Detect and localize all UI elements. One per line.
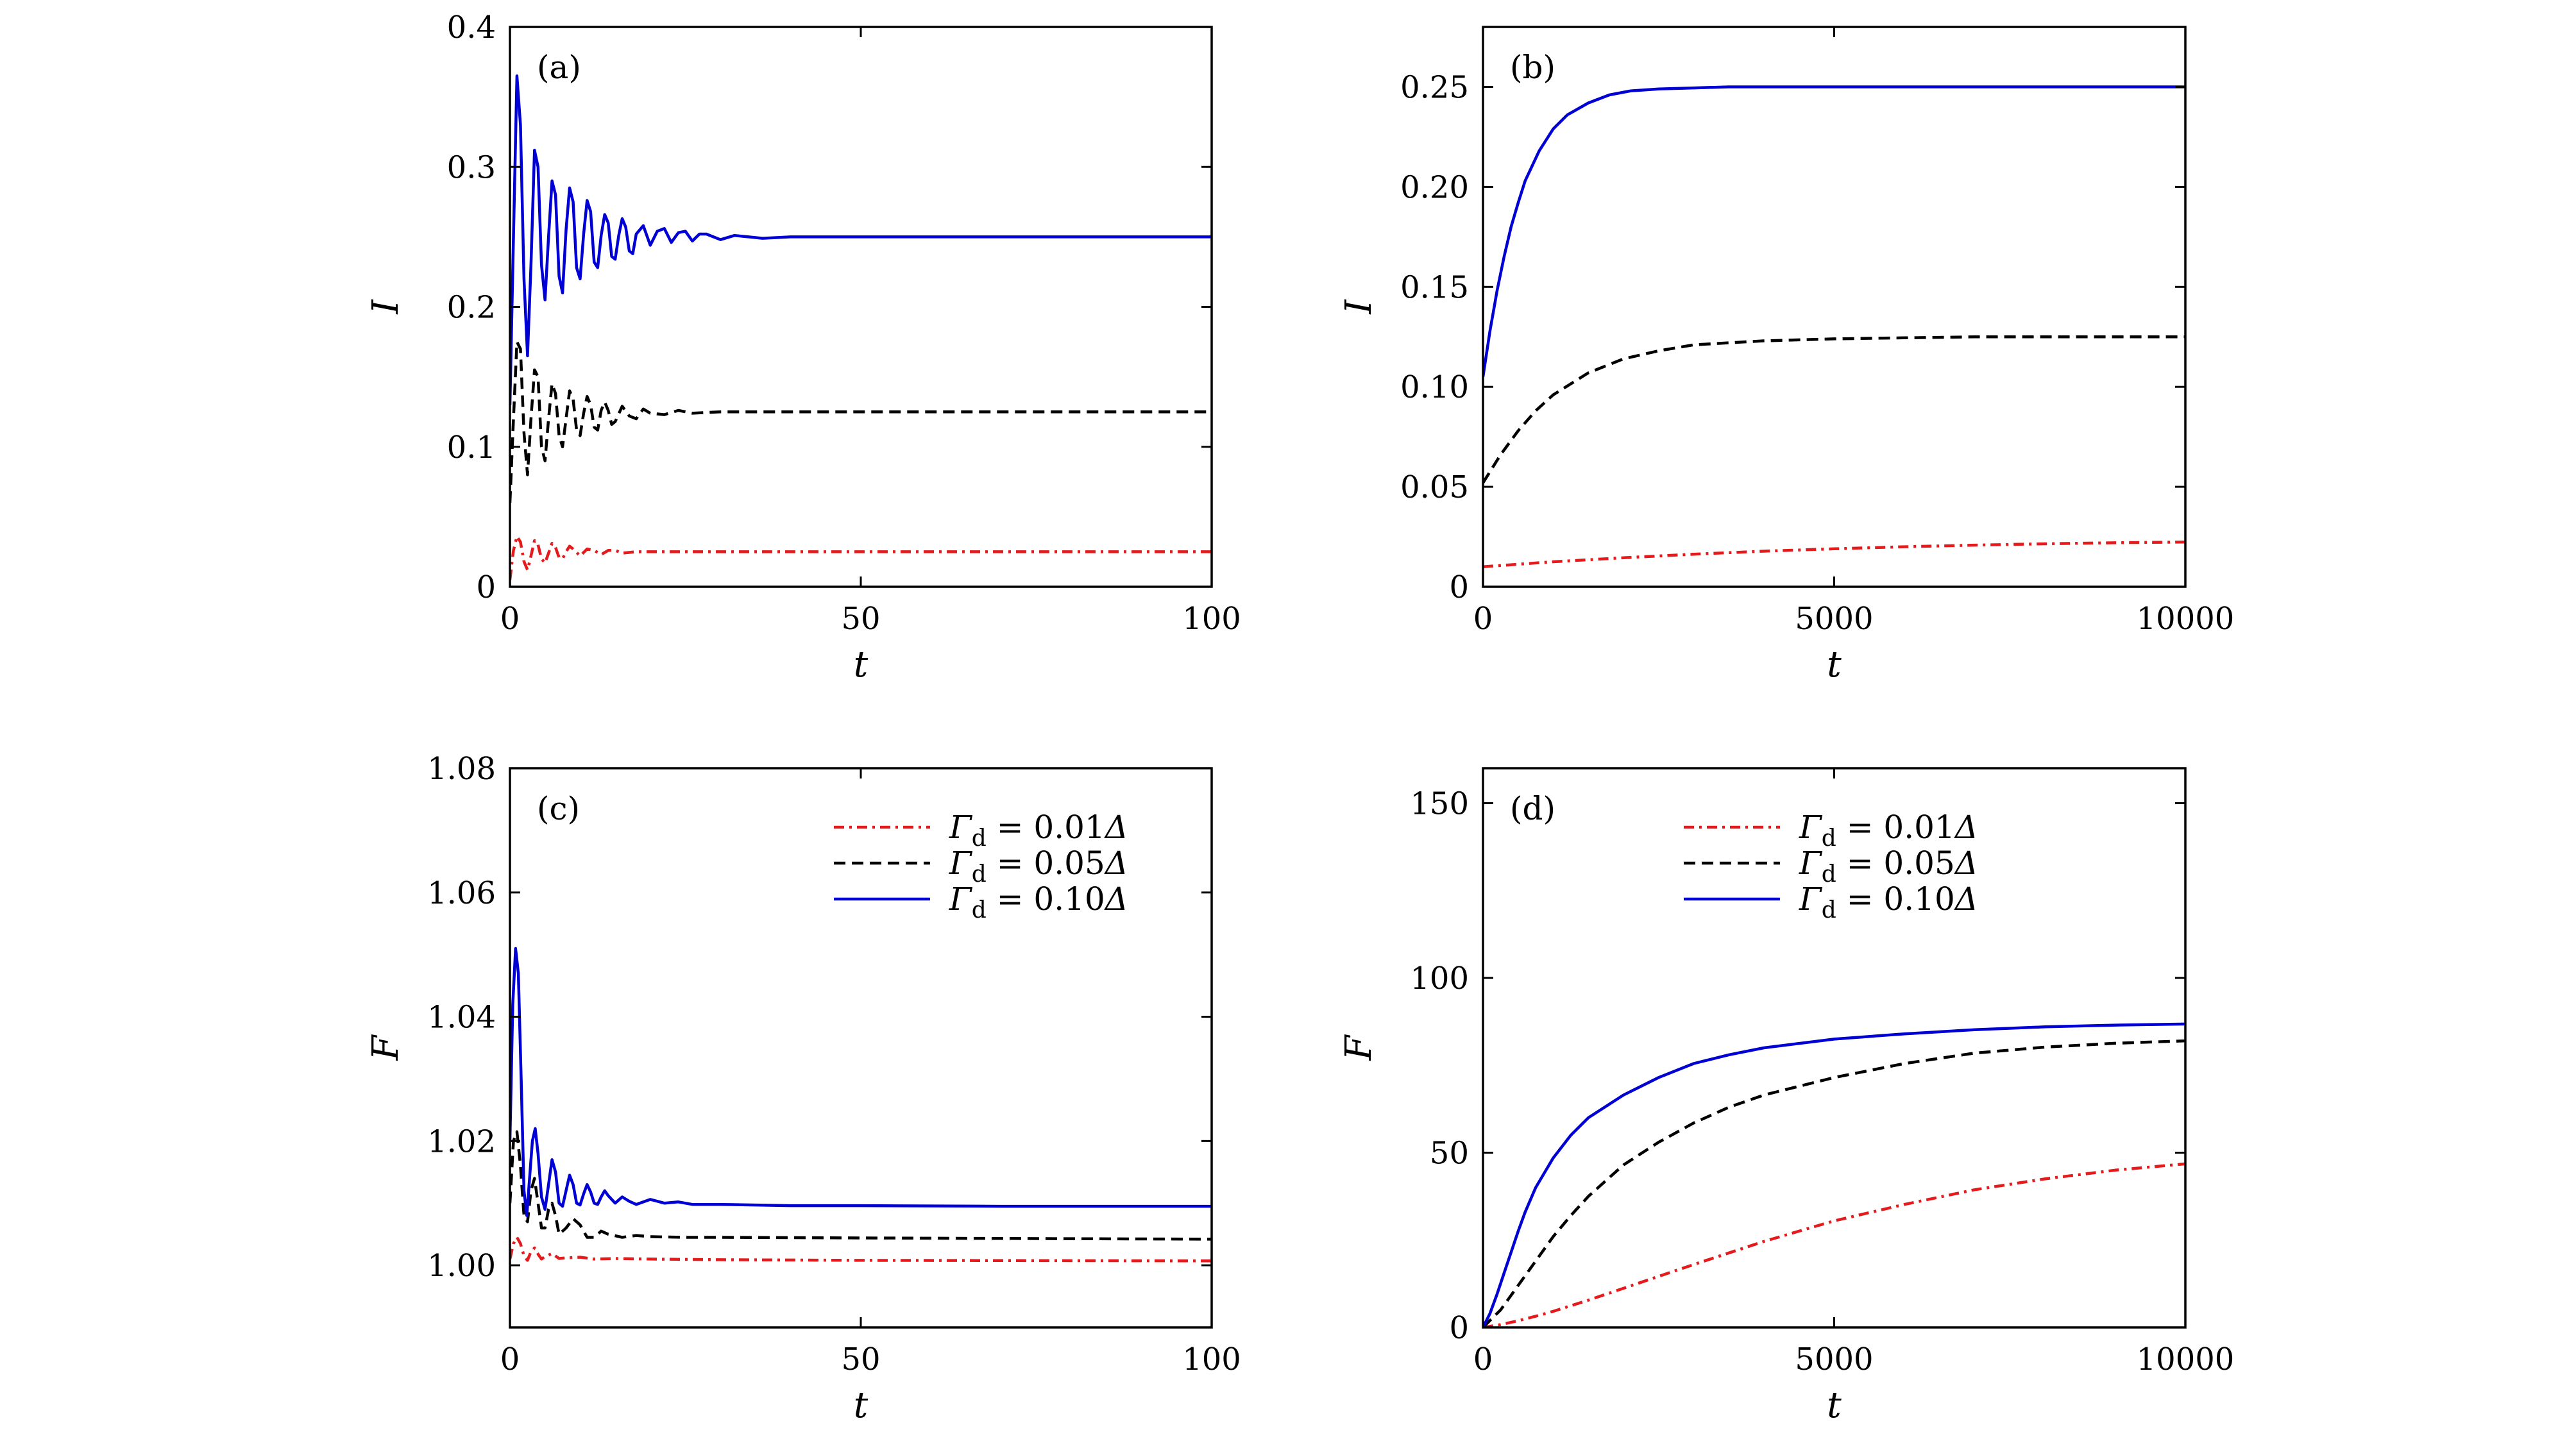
y-tick-label: 1.08: [427, 751, 496, 787]
series-line-dashdot: [1483, 1162, 2185, 1327]
y-axis-label: F: [1338, 1034, 1380, 1061]
panel-c: 0 50 100 1.00 1.02 1.04 1.06 1.08 t F (c) Γd = 0.01…: [365, 751, 1241, 1426]
legend-unit: Δ: [1104, 809, 1128, 846]
y-axis-label: I: [1338, 299, 1380, 315]
y-tick-label: 0.2: [447, 290, 496, 326]
y-tick-label: 0: [1449, 1310, 1469, 1346]
legend-value: = 0.05: [1836, 845, 1955, 882]
x-axis-label: t: [1827, 644, 1842, 686]
legend-entry: Γd = 0.10Δ: [949, 880, 1128, 923]
x-tick-label: 50: [841, 1342, 880, 1377]
legend-value: = 0.10: [987, 880, 1105, 918]
panel-b: 0 5000 10000 0 0.05 0.10 0.15 0.20 0.25 t I (b): [1338, 26, 2235, 686]
legend-entry: Γd = 0.10Δ: [1799, 880, 1978, 923]
legend-unit: Δ: [1954, 880, 1978, 918]
x-tick-label: 10000: [2137, 1342, 2235, 1377]
legend-entry: Γd = 0.05Δ: [1799, 845, 1978, 888]
legend-subscript: d: [1822, 861, 1836, 888]
x-tick-label: 100: [1182, 1342, 1241, 1377]
x-axis-label: t: [1827, 1384, 1842, 1426]
y-tick-label: 150: [1410, 786, 1469, 822]
legend-symbol: Γ: [949, 880, 973, 918]
legend-entry: Γd = 0.01Δ: [1799, 809, 1978, 852]
series-group: [1483, 1022, 2185, 1327]
x-tick-label: 0: [500, 601, 520, 637]
y-axis-label: F: [365, 1034, 407, 1061]
legend-subscript: d: [1822, 897, 1836, 923]
x-axis-label: t: [854, 1384, 869, 1426]
series-group: [1483, 85, 2185, 569]
y-tick-label: 0.05: [1400, 469, 1469, 505]
y-axis-label: I: [365, 299, 407, 315]
legend-subscript: d: [972, 861, 987, 888]
y-tick-label: 0.15: [1400, 269, 1469, 305]
series-group: [510, 947, 1212, 1263]
legend-subscript: d: [1822, 825, 1836, 852]
panel-a: 0 50 100 0 0.1 0.2 0.3 0.4 t I (a): [365, 10, 1241, 686]
y-tick-label: 0: [1449, 569, 1469, 605]
legend-value: = 0.01: [987, 809, 1105, 846]
y-tick-label: 0.1: [447, 430, 496, 466]
series-line-dashdot: [1483, 540, 2185, 569]
series-line-dashdot: [510, 535, 1212, 580]
panel-label: (d): [1510, 790, 1555, 827]
legend-unit: Δ: [1104, 845, 1128, 882]
x-tick-label: 0: [500, 1342, 520, 1377]
series-line-solid: [510, 947, 1212, 1217]
legend-symbol: Γ: [949, 809, 973, 846]
x-tick-label: 0: [1473, 1342, 1493, 1377]
legend-subscript: d: [972, 897, 987, 923]
legend-value: = 0.10: [1836, 880, 1955, 918]
y-tick-label: 0.20: [1400, 169, 1469, 205]
series-line-solid: [1483, 85, 2185, 377]
y-tick-label: 0.25: [1400, 70, 1469, 106]
y-tick-label: 1.06: [427, 875, 496, 911]
y-tick-label: 1.02: [427, 1123, 496, 1159]
series-line-dashed: [1483, 335, 2185, 484]
series-line-dashed: [510, 1130, 1212, 1241]
legend-value: = 0.05: [987, 845, 1105, 882]
legend-symbol: Γ: [1799, 880, 1823, 918]
y-tick-label: 0: [476, 569, 496, 605]
legend-value: = 0.01: [1836, 809, 1955, 846]
legend-entry: Γd = 0.05Δ: [949, 845, 1128, 888]
series-line-dashed: [510, 340, 1212, 503]
y-tick-label: 1.04: [427, 1000, 496, 1036]
legend-unit: Δ: [1954, 845, 1978, 882]
legend-unit: Δ: [1104, 880, 1128, 918]
series-group: [510, 74, 1212, 580]
x-tick-label: 10000: [2137, 601, 2235, 637]
x-tick-label: 0: [1473, 601, 1493, 637]
panel-label: (a): [537, 49, 581, 86]
x-axis-label: t: [854, 644, 869, 686]
legend-symbol: Γ: [1799, 809, 1823, 846]
legend-symbol: Γ: [1799, 845, 1823, 882]
panel-label: (b): [1510, 49, 1555, 86]
x-tick-label: 100: [1182, 601, 1241, 637]
legend-subscript: d: [972, 825, 987, 852]
series-line-dashed: [1483, 1039, 2185, 1327]
y-tick-label: 50: [1430, 1136, 1469, 1172]
series-line-solid: [1483, 1022, 2185, 1327]
y-tick-label: 100: [1410, 961, 1469, 997]
legend-entry: Γd = 0.01Δ: [949, 809, 1128, 852]
x-tick-label: 5000: [1795, 601, 1873, 637]
y-tick-label: 0.3: [447, 149, 496, 185]
legend-unit: Δ: [1954, 809, 1978, 846]
y-tick-label: 0.4: [447, 10, 496, 46]
panels: 0 50 10000.10.20.30.4tI(a)0 5000 1000000.050…: [365, 10, 2234, 1426]
y-tick-label: 1.00: [427, 1248, 496, 1284]
x-tick-label: 50: [841, 601, 880, 637]
legend-symbol: Γ: [949, 845, 973, 882]
panel-label: (c): [537, 790, 580, 827]
x-tick-label: 5000: [1795, 1342, 1873, 1377]
y-tick-label: 0.10: [1400, 369, 1469, 405]
series-line-solid: [510, 74, 1212, 405]
